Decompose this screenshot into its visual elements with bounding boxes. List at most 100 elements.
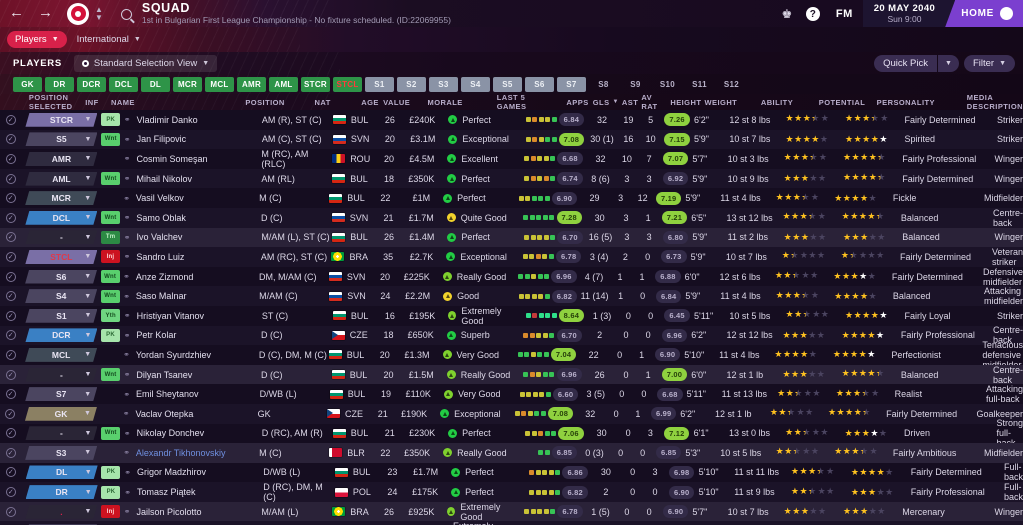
position-selected-dropdown[interactable]: S1 ▼	[25, 309, 97, 323]
row-select-checkbox[interactable]: ✓	[0, 482, 22, 502]
table-row[interactable]: ✓ MCR ▼ ⚭ Vasil Velkov M (C) BUL 22 £1M Perfect 6.…	[0, 188, 1023, 208]
position-selected-dropdown[interactable]: DCR ▼	[25, 328, 97, 342]
th-value[interactable]: VALUE	[383, 97, 411, 107]
row-select-checkbox[interactable]: ✓	[0, 169, 21, 189]
player-name-cell[interactable]: ⚭ Nikolay Donchev	[124, 424, 262, 444]
th-nat[interactable]: NAT	[314, 97, 331, 107]
th-height[interactable]: HEIGHT	[670, 97, 702, 107]
position-chip-amr[interactable]: AMR	[237, 76, 266, 92]
player-name-cell[interactable]: ⚭ Vladimir Danko	[124, 110, 262, 130]
player-name[interactable]: Jailson Picolotto	[136, 506, 202, 517]
th-morale[interactable]: MORALE	[427, 97, 463, 107]
row-select-checkbox[interactable]: ✓	[0, 306, 21, 326]
row-select-checkbox[interactable]: ✓	[0, 443, 21, 463]
row-select-checkbox[interactable]: ✓	[0, 267, 21, 287]
table-row[interactable]: ✓ S7 ▼ ⚭ Emil Sheytanov D/WB (L) BUL 19 £110K Ver…	[0, 384, 1023, 404]
table-row[interactable]: ✓ - ▼ Wnt ⚭ Nikolay Donchev D (RC), AM (R) BUL 2…	[0, 418, 1023, 448]
position-chip-stcr[interactable]: STCR	[301, 76, 330, 92]
position-chip-s3[interactable]: S3	[429, 76, 458, 92]
player-name-cell[interactable]: ⚭ Dilyan Tsanev	[124, 365, 261, 385]
position-chip-mcl[interactable]: MCL	[205, 76, 234, 92]
position-selected-dropdown[interactable]: MCL ▼	[25, 348, 97, 362]
player-name-cell[interactable]: ⚭ Hristiyan Vitanov	[124, 306, 262, 326]
quick-pick-button[interactable]: Quick Pick	[874, 54, 937, 72]
player-name[interactable]: Vaclav Otepka	[135, 408, 194, 419]
player-name[interactable]: Ivo Valchev	[136, 232, 183, 243]
row-select-checkbox[interactable]: ✓	[0, 228, 21, 248]
th-last-5-games[interactable]: LAST 5 GAMES	[496, 93, 527, 111]
position-chip-s4[interactable]: S4	[461, 76, 490, 92]
player-name-cell[interactable]: ⚭ Vasil Velkov	[123, 188, 259, 208]
player-name-cell[interactable]: ⚭ Yordan Syurdzhiev	[123, 345, 259, 365]
position-selected-dropdown[interactable]: GK ▼	[25, 407, 97, 421]
row-select-checkbox[interactable]: ✓	[0, 208, 21, 228]
row-select-checkbox[interactable]: ✓	[0, 463, 22, 483]
table-row[interactable]: ✓ STCL ▼ Inj ⚭ Sandro Luiz AM (RC), ST (C) BRA 3…	[0, 247, 1023, 267]
row-select-checkbox[interactable]: ✓	[0, 384, 21, 404]
inf-badge[interactable]: Wnt	[100, 270, 120, 284]
inf-badge[interactable]: Tm	[101, 230, 121, 244]
position-selected-dropdown[interactable]: S7 ▼	[25, 387, 97, 401]
row-select-checkbox[interactable]: ✓	[0, 345, 21, 365]
position-selected-dropdown[interactable]: AML ▼	[25, 172, 97, 186]
th-gls[interactable]: GLS ▼	[593, 94, 619, 110]
position-chip-s8[interactable]: S8	[598, 79, 609, 89]
row-select-checkbox[interactable]: ✓	[0, 130, 21, 150]
table-row[interactable]: ✓ AML ▼ Wnt ⚭ Mihail Nikolov AM (RL) BUL 18 £350K…	[0, 168, 1023, 189]
position-chip-s9[interactable]: S9	[630, 79, 641, 89]
table-row[interactable]: ✓ S1 ▼ Yth ⚭ Hristiyan Vitanov ST (C) BUL 16 £195…	[0, 306, 1023, 326]
row-select-checkbox[interactable]: ✓	[0, 521, 21, 525]
player-name[interactable]: Vasil Velkov	[135, 193, 184, 204]
player-name-cell[interactable]: ⚭ Mihail Nikolov	[124, 169, 262, 189]
position-selected-dropdown[interactable]: S4 ▼	[25, 289, 97, 303]
player-name-cell[interactable]: ⚭ Sandro Luiz	[124, 247, 261, 267]
player-name[interactable]: Yordan Syurdzhiev	[135, 349, 212, 360]
player-name-cell[interactable]: ⚭ Ivo Valchev	[124, 228, 262, 248]
th-apps[interactable]: APPS	[566, 97, 589, 107]
inf-badge[interactable]: Wnt	[101, 132, 121, 146]
row-select-checkbox[interactable]: ✓	[0, 247, 21, 267]
position-selected-dropdown[interactable]: S6 ▼	[25, 270, 97, 284]
player-name-cell[interactable]: ⚭ Cosmin Someşan	[124, 149, 262, 169]
inf-badge[interactable]: Wnt	[101, 368, 121, 382]
inf-badge[interactable]: Wnt	[101, 172, 121, 186]
row-select-checkbox[interactable]: ✓	[0, 326, 21, 346]
table-row[interactable]: ✓. ▼ Inj ⚭ Jailson Picolotto M/AM (L) BRA 26 £92…	[0, 502, 1023, 522]
position-selected-dropdown[interactable]: STCL ▼	[25, 250, 97, 264]
inf-badge[interactable]: Wnt	[101, 211, 121, 225]
table-row[interactable]: ✓ S6 ▼ Wnt ⚭ Anze Zizmond DM, M/AM (C) SVN 20 £22…	[0, 267, 1023, 287]
player-name-cell[interactable]: ⚭ Samo Oblak	[124, 208, 261, 228]
trophy-icon[interactable]: ♚	[781, 6, 793, 21]
th-position-selected[interactable]: POSITION SELECTED	[28, 93, 73, 111]
inf-badge[interactable]: PK	[101, 465, 121, 479]
position-selected-dropdown[interactable]: DR ▼	[26, 485, 98, 499]
player-name[interactable]: Vladimir Danko	[136, 114, 198, 125]
position-chip-s11[interactable]: S11	[692, 79, 707, 89]
th-position[interactable]: POSITION	[245, 97, 285, 107]
position-selected-dropdown[interactable]: S5 ▼	[25, 132, 97, 146]
player-name[interactable]: Cosmin Someşan	[136, 153, 208, 164]
table-row[interactable]: ✓ S3 ▼ ⚭ Alexandr Tikhonovskiy M (C) BLR 22 £350…	[0, 443, 1023, 463]
player-name-cell[interactable]: ⚭ Anze Zizmond	[123, 267, 259, 287]
row-select-checkbox[interactable]: ✓	[0, 404, 21, 424]
table-row[interactable]: ✓ - ▼ Wnt ⚭ Dilyan Tsanev D (C) BUL 20 £1.5M Reall…	[0, 365, 1023, 385]
chevron-up-icon[interactable]: ▲	[95, 4, 103, 14]
position-chip-gk[interactable]: GK	[13, 76, 42, 92]
th-ast[interactable]: AST	[621, 97, 639, 107]
table-row[interactable]: ✓ DL ▼ PK ⚭ Grigor Madzhirov D/WB (L) BUL 23 £1.7…	[0, 462, 1023, 483]
position-chip-dr[interactable]: DR	[45, 76, 74, 92]
position-selected-dropdown[interactable]: DCL ▼	[25, 211, 97, 225]
player-name[interactable]: Emil Sheytanov	[136, 389, 199, 400]
th-name[interactable]: NAME	[110, 97, 135, 107]
position-chip-s6[interactable]: S6	[525, 76, 554, 92]
th-inf[interactable]: INF	[85, 97, 99, 107]
arrow-left-icon[interactable]: ←	[9, 4, 24, 21]
position-chip-s12[interactable]: S12	[723, 79, 740, 89]
position-selected-dropdown[interactable]: - ▼	[25, 426, 97, 440]
row-select-checkbox[interactable]: ✓	[0, 188, 21, 208]
player-name[interactable]: Saso Malnar	[135, 291, 187, 302]
arrow-right-icon[interactable]: →	[38, 4, 53, 21]
player-name-cell[interactable]: ⚭ Grigor Madzhirov	[124, 463, 263, 483]
inf-badge[interactable]: Inj	[101, 505, 121, 519]
position-selected-dropdown[interactable]: . ▼	[25, 505, 97, 519]
